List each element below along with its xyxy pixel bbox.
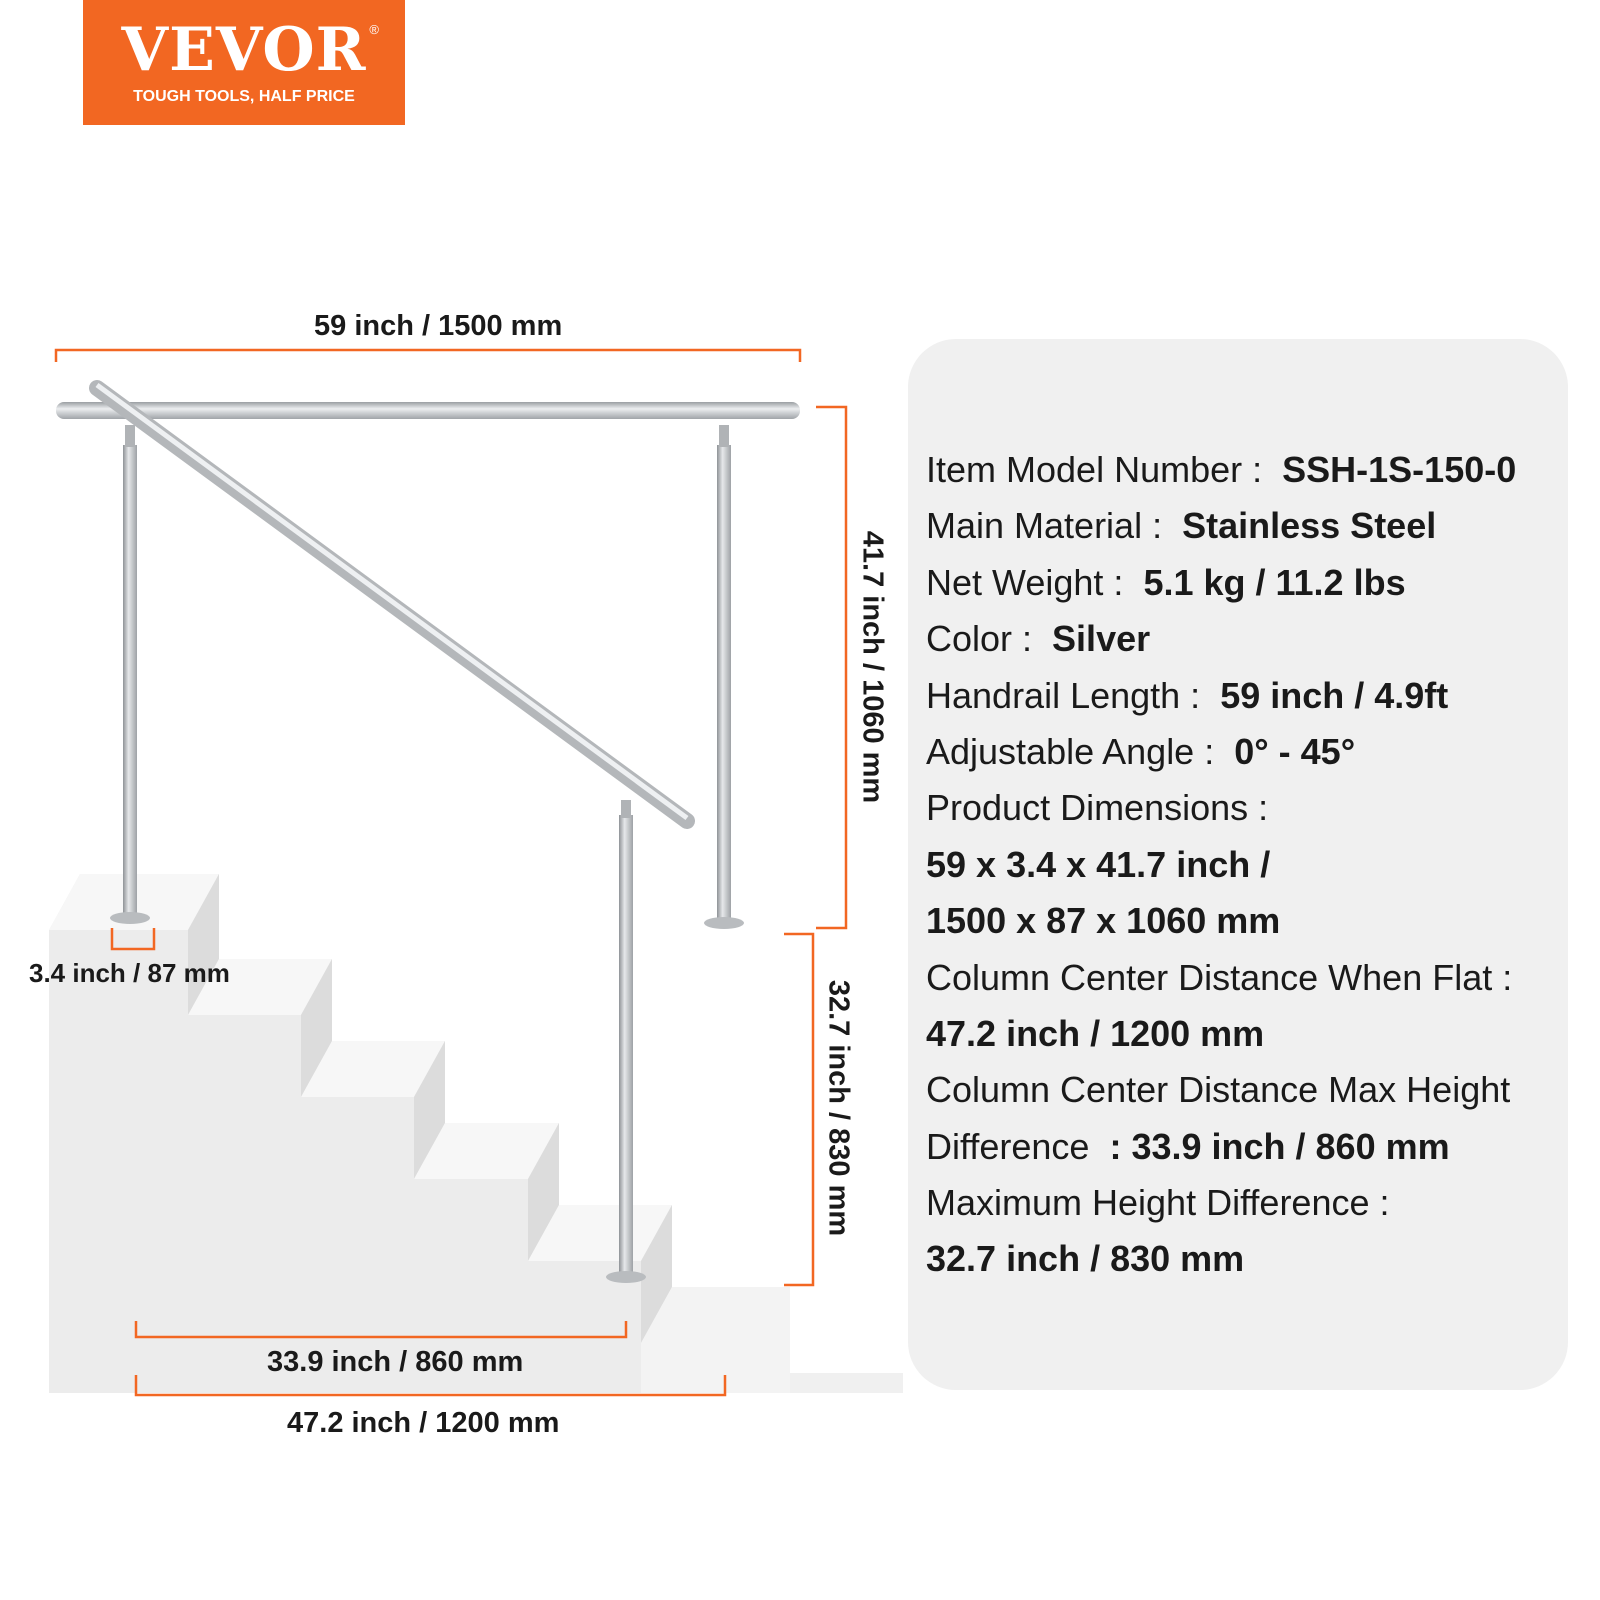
spec-row: Net Weight : 5.1 kg / 11.2 lbs [926, 555, 1516, 611]
height-diff-label: 32.7 inch / 830 mm [822, 979, 855, 1237]
spec-row: Column Center Distance When Flat : [926, 950, 1516, 1006]
right-post [717, 445, 731, 920]
base-width-dimension-line [110, 928, 156, 951]
spec-label: Handrail Length : [926, 674, 1201, 716]
top-length-label: 59 inch / 1500 mm [314, 310, 563, 342]
spec-label: Column Center Distance Max Height [926, 1069, 1511, 1111]
spec-value: 47.2 inch / 1200 mm [926, 1012, 1265, 1054]
spec-value: Silver [1052, 618, 1151, 660]
top-length-dimension-line [54, 348, 802, 362]
spec-value: 32.7 inch / 830 mm [926, 1238, 1245, 1280]
spec-value: 1500 x 87 x 1060 mm [926, 900, 1281, 942]
spec-row: Item Model Number : SSH-1S-150-0 [926, 442, 1516, 498]
base-width-label: 3.4 inch / 87 mm [29, 958, 230, 988]
spec-value: : 33.9 inch / 860 mm [1109, 1125, 1450, 1167]
vevor-logo: VEVOR ® TOUGH TOOLS, HALF PRICE [83, 0, 405, 125]
spec-list: Item Model Number : SSH-1S-150-0 Main Mat… [926, 442, 1516, 1288]
spec-row: 32.7 inch / 830 mm [926, 1231, 1516, 1287]
spec-panel [908, 339, 1568, 1390]
spec-row: Maximum Height Difference : [926, 1175, 1516, 1231]
stairs [49, 874, 903, 1393]
spec-label: Adjustable Angle : [926, 730, 1215, 772]
spec-label: Column Center Distance When Flat : [926, 956, 1513, 998]
top-rail [56, 402, 800, 419]
spec-label: Net Weight : [926, 561, 1124, 603]
spec-row: 47.2 inch / 1200 mm [926, 1006, 1516, 1062]
total-height-dimension-line [816, 405, 848, 930]
spec-value: 59 x 3.4 x 41.7 inch / [926, 843, 1271, 885]
spec-value: SSH-1S-150-0 [1282, 449, 1517, 490]
middle-post-base [606, 1271, 646, 1283]
registered-mark: ® [369, 22, 379, 37]
middle-post [619, 815, 633, 1275]
spec-label: Item Model Number : [926, 449, 1263, 490]
spec-row: 1500 x 87 x 1060 mm [926, 893, 1516, 949]
brand-tagline: TOUGH TOOLS, HALF PRICE [133, 88, 355, 105]
spec-label: Color : [926, 618, 1033, 660]
spec-row: Handrail Length : 59 inch / 4.9ft [926, 668, 1516, 724]
spec-label: Main Material : [926, 505, 1163, 547]
left-post [123, 445, 137, 915]
spec-row: Product Dimensions : [926, 780, 1516, 836]
angled-distance-dimension-line [134, 1321, 628, 1339]
spec-value: 5.1 kg / 11.2 lbs [1143, 561, 1406, 603]
spec-value: 0° - 45° [1234, 730, 1356, 772]
spec-label: Product Dimensions : [926, 787, 1269, 829]
height-diff-dimension-line [784, 932, 815, 1287]
flat-distance-dimension-line [134, 1375, 727, 1397]
spec-row: Main Material : Stainless Steel [926, 498, 1516, 554]
flat-distance-label: 47.2 inch / 1200 mm [287, 1407, 560, 1439]
spec-label: Maximum Height Difference : [926, 1182, 1390, 1224]
spec-label: Difference [926, 1125, 1090, 1167]
spec-row: Column Center Distance Max Height [926, 1062, 1516, 1118]
spec-value: 59 inch / 4.9ft [1220, 674, 1449, 716]
right-post-base [704, 917, 744, 929]
brand-name: VEVOR [121, 15, 367, 85]
angled-distance-label: 33.9 inch / 860 mm [267, 1346, 524, 1378]
spec-row: Adjustable Angle : 0° - 45° [926, 724, 1516, 780]
spec-row: Color : Silver [926, 611, 1516, 667]
left-post-base [110, 912, 150, 924]
spec-row: Difference : 33.9 inch / 860 mm [926, 1119, 1516, 1175]
spec-value: Stainless Steel [1182, 505, 1437, 547]
spec-row: 59 x 3.4 x 41.7 inch / [926, 837, 1516, 893]
total-height-label: 41.7 inch / 1060 mm [856, 530, 889, 804]
